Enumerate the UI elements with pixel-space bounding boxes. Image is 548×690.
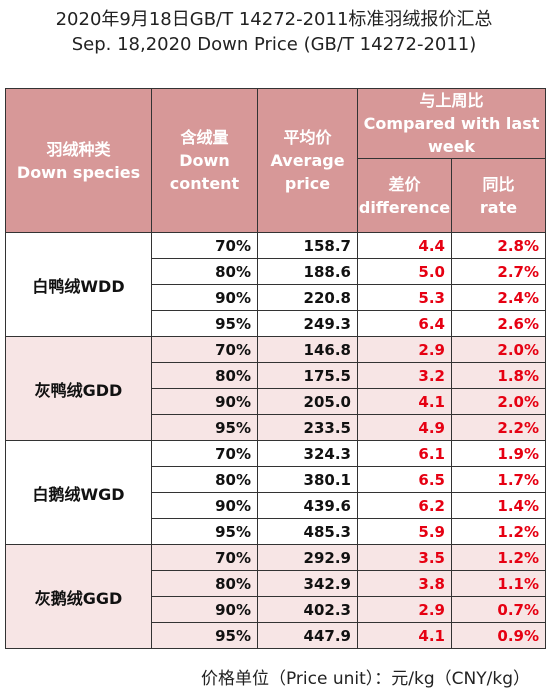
table-row: 白鹅绒WGD 70% 324.3 6.1 1.9% [5, 440, 546, 545]
rate-cell: 0.9% [451, 622, 546, 649]
title-chinese: 2020年9月18日GB/T 14272-2011标准羽绒报价汇总 [55, 9, 493, 30]
difference-cell: 5.9 [357, 518, 452, 545]
difference-cell: 4.9 [357, 414, 452, 441]
average-price-cell: 175.5 [257, 362, 358, 389]
difference-cell: 6.5 [357, 466, 452, 493]
species-cell: 白鸭绒WDD [5, 232, 152, 337]
table-row: 白鸭绒WDD 70% 158.7 4.4 2.8% [5, 232, 546, 337]
down-content-cell: 95% [151, 622, 258, 649]
average-price-cell: 447.9 [257, 622, 358, 649]
difference-cell: 2.9 [357, 336, 452, 363]
average-price-cell: 158.7 [257, 232, 358, 259]
difference-cell: 4.1 [357, 388, 452, 415]
header-rate: 同比 rate [451, 158, 546, 233]
difference-cell: 4.1 [357, 622, 452, 649]
difference-cell: 3.2 [357, 362, 452, 389]
average-price-cell: 324.3 [257, 440, 358, 467]
average-price-cell: 485.3 [257, 518, 358, 545]
header-down-content: 含绒量 Down content [151, 88, 258, 233]
rate-cell: 1.8% [451, 362, 546, 389]
species-cell: 白鹅绒WGD [5, 440, 152, 545]
rate-cell: 2.6% [451, 310, 546, 337]
down-content-cell: 70% [151, 544, 258, 571]
rate-cell: 1.7% [451, 466, 546, 493]
rate-cell: 0.7% [451, 596, 546, 623]
down-price-table: 羽绒种类 Down species 含绒量 Down content 平均价 A… [5, 88, 546, 649]
difference-cell: 6.4 [357, 310, 452, 337]
average-price-cell: 146.8 [257, 336, 358, 363]
rate-cell: 2.0% [451, 388, 546, 415]
down-content-cell: 70% [151, 232, 258, 259]
down-content-cell: 95% [151, 518, 258, 545]
average-price-cell: 342.9 [257, 570, 358, 597]
average-price-cell: 249.3 [257, 310, 358, 337]
down-content-cell: 90% [151, 388, 258, 415]
down-content-cell: 70% [151, 336, 258, 363]
difference-cell: 3.5 [357, 544, 452, 571]
header-down-species: 羽绒种类 Down species [5, 88, 152, 233]
average-price-cell: 402.3 [257, 596, 358, 623]
down-content-cell: 80% [151, 362, 258, 389]
difference-cell: 3.8 [357, 570, 452, 597]
down-content-cell: 70% [151, 440, 258, 467]
down-content-cell: 80% [151, 570, 258, 597]
title-english: Sep. 18,2020 Down Price (GB/T 14272-2011… [71, 34, 477, 55]
rate-cell: 1.2% [451, 518, 546, 545]
difference-cell: 5.0 [357, 258, 452, 285]
difference-cell: 5.3 [357, 284, 452, 311]
difference-cell: 6.2 [357, 492, 452, 519]
rate-cell: 2.4% [451, 284, 546, 311]
rate-cell: 2.7% [451, 258, 546, 285]
down-content-cell: 90% [151, 492, 258, 519]
table-row: 95% 233.5 4.9 2.2% [5, 414, 546, 441]
rate-cell: 2.2% [451, 414, 546, 441]
average-price-cell: 233.5 [257, 414, 358, 441]
average-price-cell: 380.1 [257, 466, 358, 493]
header-average-price: 平均价 Average price [257, 88, 358, 233]
rate-cell: 2.0% [451, 336, 546, 363]
table-row: 90% 439.6 6.2 1.4% [5, 492, 546, 519]
header-difference: 差价 difference [357, 158, 452, 233]
down-content-cell: 80% [151, 466, 258, 493]
header-compared-last-week: 与上周比 Compared with last week [357, 88, 546, 159]
difference-cell: 2.9 [357, 596, 452, 623]
rate-cell: 1.9% [451, 440, 546, 467]
down-content-cell: 80% [151, 258, 258, 285]
rate-cell: 1.4% [451, 492, 546, 519]
average-price-cell: 205.0 [257, 388, 358, 415]
species-cell: 灰鹅绒GGD [5, 544, 152, 649]
average-price-cell: 439.6 [257, 492, 358, 519]
average-price-cell: 188.6 [257, 258, 358, 285]
down-content-cell: 90% [151, 596, 258, 623]
rate-cell: 1.1% [451, 570, 546, 597]
table-row: 80% 175.5 3.2 1.8% [5, 362, 546, 389]
price-unit-text: 价格单位（Price unit）：元/kg（CNY/kg） [200, 669, 530, 689]
difference-cell: 4.4 [357, 232, 452, 259]
difference-cell: 6.1 [357, 440, 452, 467]
table-row: 95% 249.3 6.4 2.6% [5, 310, 546, 337]
rate-cell: 2.8% [451, 232, 546, 259]
price-unit-note: 价格单位（Price unit）：元/kg（CNY/kg） [0, 664, 548, 689]
table-row: 灰鹅绒GGD 70% 292.9 3.5 1.2% [5, 544, 546, 649]
species-cell: 灰鸭绒GDD [5, 336, 152, 441]
down-content-cell: 90% [151, 284, 258, 311]
average-price-cell: 220.8 [257, 284, 358, 311]
down-content-cell: 95% [151, 414, 258, 441]
rate-cell: 1.2% [451, 544, 546, 571]
average-price-cell: 292.9 [257, 544, 358, 571]
table-row: 灰鸭绒GDD 70% 146.8 2.9 2.0% [5, 336, 546, 441]
down-content-cell: 95% [151, 310, 258, 337]
